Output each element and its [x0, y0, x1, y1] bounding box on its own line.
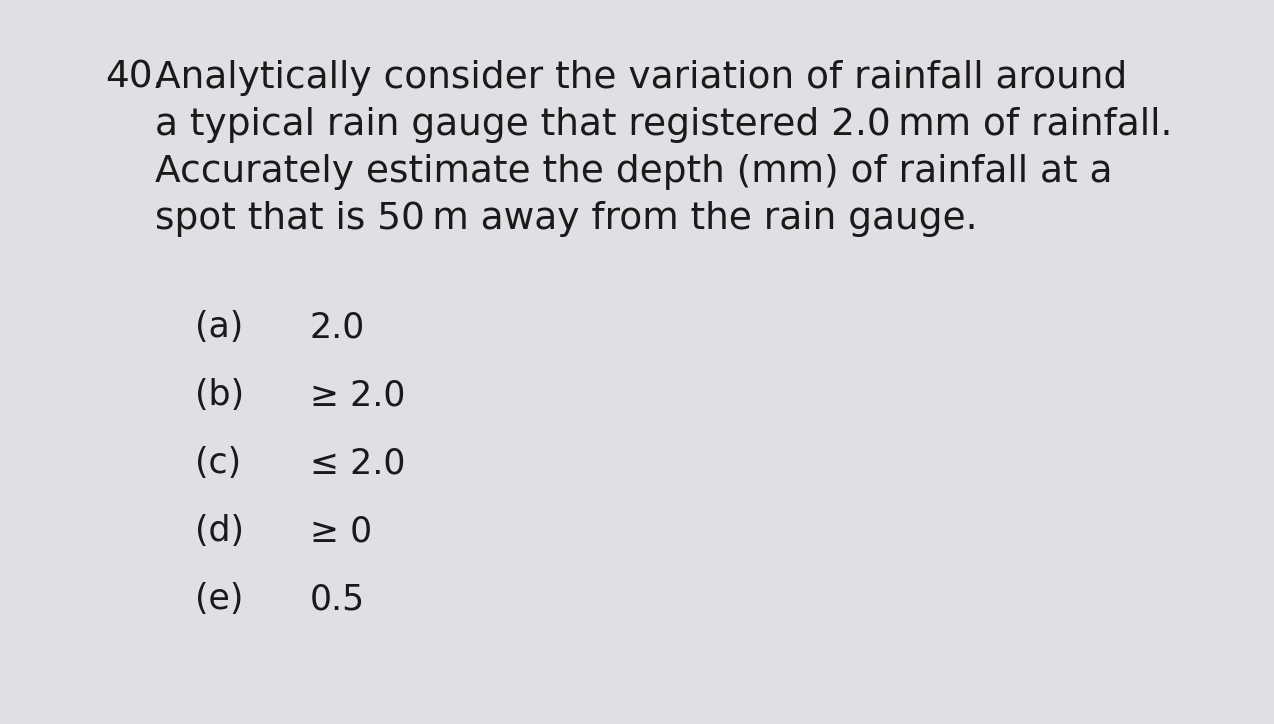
Text: (b): (b)	[195, 378, 245, 412]
Text: 2.0: 2.0	[310, 310, 366, 344]
Text: (d): (d)	[195, 514, 245, 548]
Text: ≥ 0: ≥ 0	[310, 514, 372, 548]
Text: 0.5: 0.5	[310, 582, 366, 616]
Text: ≥ 2.0: ≥ 2.0	[310, 378, 405, 412]
Text: (a): (a)	[195, 310, 243, 344]
Text: a typical rain gauge that registered 2.0 mm of rainfall.: a typical rain gauge that registered 2.0…	[155, 107, 1172, 143]
Text: Accurately estimate the depth (mm) of rainfall at a: Accurately estimate the depth (mm) of ra…	[155, 154, 1112, 190]
Text: Analytically consider the variation of rainfall around: Analytically consider the variation of r…	[155, 60, 1127, 96]
Text: ≤ 2.0: ≤ 2.0	[310, 446, 405, 480]
Text: spot that is 50 m away from the rain gauge.: spot that is 50 m away from the rain gau…	[155, 201, 977, 237]
Text: (c): (c)	[195, 446, 241, 480]
Text: (e): (e)	[195, 582, 243, 616]
Text: 40.: 40.	[104, 60, 164, 96]
